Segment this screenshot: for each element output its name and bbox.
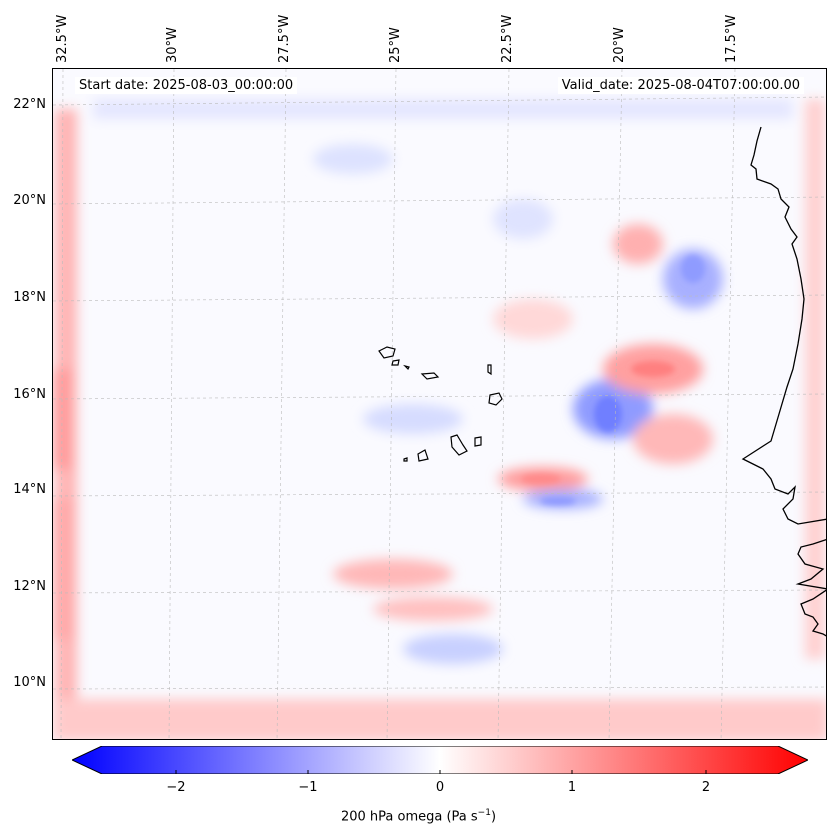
colorbar-title-text: 200 hPa omega (Pa s bbox=[340, 809, 478, 825]
colorbar-ticks bbox=[175, 770, 707, 774]
colorbar-tick-label: 0 bbox=[435, 780, 445, 795]
colorbar-tick-label: 1 bbox=[567, 780, 577, 795]
lat-label-22n: 22°N bbox=[13, 97, 46, 112]
colorbar-tick-label: 2 bbox=[701, 780, 711, 795]
colorbar-title-suffix: ) bbox=[490, 809, 497, 825]
lon-label-20w: 20°W bbox=[612, 27, 627, 63]
lat-label-20n: 20°N bbox=[13, 193, 46, 208]
lon-label-32-5w: 32.5°W bbox=[55, 14, 70, 63]
omega-field-map bbox=[53, 69, 826, 739]
lon-label-17-5w: 17.5°W bbox=[724, 14, 739, 63]
colorbar-tick-label: −2 bbox=[166, 780, 186, 795]
lon-label-30w: 30°W bbox=[165, 27, 180, 63]
colorbar-title: 200 hPa omega (Pa s−1) bbox=[0, 808, 837, 824]
cape-verde-islands bbox=[378, 346, 503, 462]
colorbar-tick-label: −1 bbox=[298, 780, 318, 795]
lon-label-25w: 25°W bbox=[388, 27, 403, 63]
map-panel[interactable] bbox=[52, 68, 827, 740]
graticule bbox=[53, 69, 826, 739]
colorbar-title-exponent: −1 bbox=[477, 808, 491, 818]
lat-label-18n: 18°N bbox=[13, 290, 46, 305]
lon-label-27-5w: 27.5°W bbox=[277, 14, 292, 63]
lat-label-16n: 16°N bbox=[13, 387, 46, 402]
lon-label-22-5w: 22.5°W bbox=[500, 14, 515, 63]
start-date-label: Start date: 2025-08-03_00:00:00 bbox=[75, 77, 298, 94]
colorbar-gradient bbox=[72, 746, 808, 774]
field-background bbox=[53, 69, 826, 739]
valid-date-label: Valid_date: 2025-08-04T07:00:00.00 bbox=[557, 77, 804, 94]
africa-coastline bbox=[741, 126, 826, 637]
colorbar bbox=[72, 746, 808, 774]
lat-label-14n: 14°N bbox=[13, 482, 46, 497]
lat-label-10n: 10°N bbox=[13, 675, 46, 690]
lat-label-12n: 12°N bbox=[13, 579, 46, 594]
